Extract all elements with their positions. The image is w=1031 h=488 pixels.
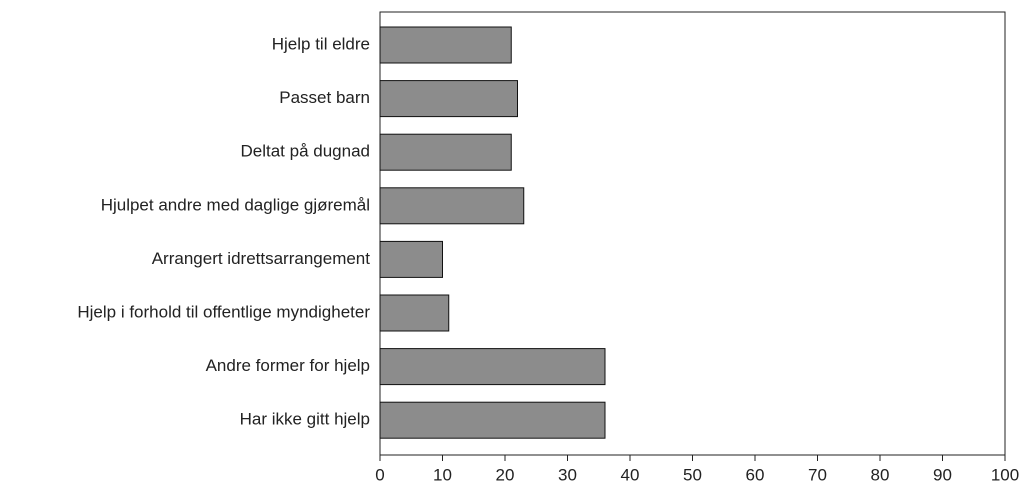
bar <box>379 187 525 225</box>
bar <box>379 80 518 118</box>
bar <box>379 294 450 332</box>
x-tick-label: 20 <box>496 465 515 484</box>
bar <box>379 133 512 171</box>
y-tick-label: Deltat på dugnad <box>241 142 371 161</box>
bar <box>379 26 512 64</box>
x-tick-label: 40 <box>621 465 640 484</box>
x-tick-label: 50 <box>683 465 702 484</box>
y-tick-label: Hjelp i forhold til offentlige myndighet… <box>77 302 370 321</box>
y-tick-label: Arrangert idrettsarrangement <box>152 249 371 268</box>
bar <box>379 240 443 278</box>
plot-frame <box>379 11 1006 456</box>
x-tick-label: 100 <box>991 465 1019 484</box>
y-tick-label: Passet barn <box>279 88 370 107</box>
y-tick-label: Hjulpet andre med daglige gjøremål <box>101 195 370 214</box>
y-tick-label: Hjelp til eldre <box>272 34 370 53</box>
x-tick-label: 70 <box>808 465 827 484</box>
y-tick-label: Har ikke gitt hjelp <box>240 410 370 429</box>
x-tick-label: 10 <box>433 465 452 484</box>
x-tick-label: 90 <box>933 465 952 484</box>
x-tick-label: 30 <box>558 465 577 484</box>
x-tick-label: 60 <box>746 465 765 484</box>
bar <box>379 401 606 439</box>
y-tick-label: Andre former for hjelp <box>206 356 370 375</box>
x-tick-label: 80 <box>871 465 890 484</box>
x-tick-label: 0 <box>375 465 384 484</box>
bar <box>379 348 606 386</box>
